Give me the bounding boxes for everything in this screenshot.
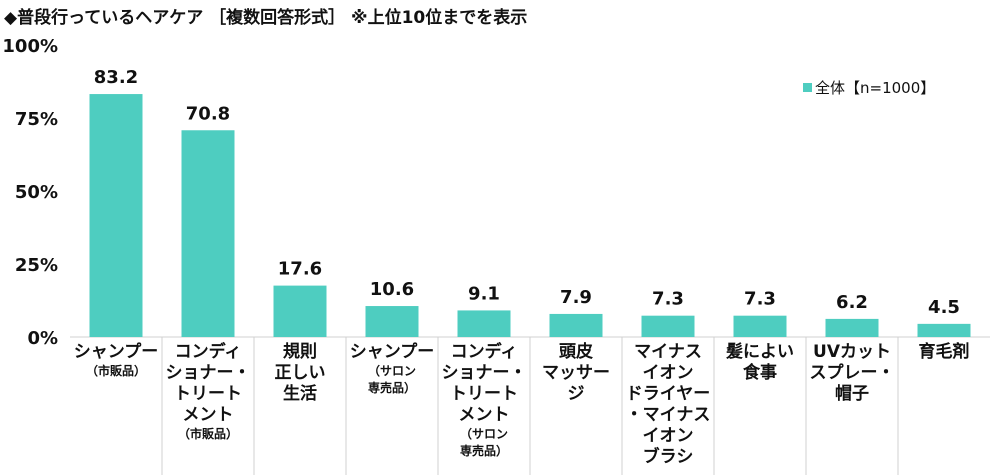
x-tick-line: （サロン: [367, 364, 416, 378]
x-tick-line: 髪によい: [726, 342, 794, 362]
bar: [181, 130, 235, 337]
legend-swatch: [803, 83, 812, 92]
x-tick-line: イオン: [642, 426, 694, 446]
y-tick-label: 25%: [15, 255, 58, 276]
x-tick-line: 規則: [283, 342, 317, 362]
x-tick-line: ジ: [567, 384, 585, 404]
bar: [273, 285, 327, 337]
x-tick-line: 生活: [283, 384, 317, 404]
y-tick-label: 75%: [15, 109, 58, 130]
x-tick-line: 頭皮: [559, 342, 593, 362]
y-tick-label: 0%: [27, 328, 58, 349]
data-label: 10.6: [370, 279, 414, 300]
x-tick-line: 専売品）: [459, 444, 508, 458]
x-tick-line: ・マイナス: [625, 405, 711, 425]
x-tick-label: シャンプー （市販品）: [70, 342, 162, 380]
x-tick-line: （市販品）: [85, 364, 146, 378]
x-tick-line: 帽子: [835, 384, 869, 404]
x-tick-label: 頭皮 マッサージ: [530, 342, 622, 405]
data-label: 9.1: [468, 283, 500, 304]
x-tick-line: メント: [458, 405, 510, 425]
chart-title: ◆普段行っているヘアケア ［複数回答形式］ ※上位10位までを表示: [4, 8, 528, 28]
data-label: 7.3: [652, 289, 684, 310]
data-label: 7.9: [560, 287, 592, 308]
data-label: 17.6: [278, 259, 322, 280]
x-tick-line: シャンプー: [349, 342, 435, 362]
x-tick-line: メント: [182, 405, 234, 425]
x-tick-line: スプレー・: [809, 363, 895, 383]
data-label: 4.5: [928, 297, 960, 318]
x-tick-line: トリート: [174, 384, 242, 404]
x-tick-label: コンディ ショナー・ トリート メント （サロン専売品）: [438, 342, 530, 460]
x-tick-label: 育毛剤: [898, 342, 990, 363]
bar: [917, 323, 971, 337]
x-tick-label: マイナス イオン ドライヤー ・マイナス イオン ブラシ: [622, 342, 714, 468]
x-tick-label: シャンプー （サロン専売品）: [346, 342, 438, 397]
data-label: 6.2: [836, 292, 868, 313]
bar: [733, 315, 787, 337]
data-label: 7.3: [744, 289, 776, 310]
x-tick-line: 専売品）: [367, 381, 416, 395]
legend-label: 全体【n=1000】: [815, 79, 935, 97]
bar: [549, 313, 603, 337]
bar: [457, 310, 511, 337]
x-tick-line: コンディ: [450, 342, 518, 362]
data-label: 70.8: [186, 103, 230, 124]
x-tick-line: 育毛剤: [918, 342, 970, 362]
x-tick-line: （市販品）: [177, 427, 238, 441]
x-tick-line: トリート: [450, 384, 518, 404]
x-tick-line: 正しい: [274, 363, 326, 383]
bar: [365, 306, 419, 337]
bar: [641, 315, 695, 337]
x-tick-line: ドライヤー: [625, 384, 711, 404]
x-tick-line: ショナー・: [165, 363, 251, 383]
x-tick-label: 髪によい 食事: [714, 342, 806, 384]
x-tick-label: コンディ ショナー・ トリート メント （市販品）: [162, 342, 254, 443]
x-tick-line: 食事: [743, 363, 777, 383]
bar: [89, 94, 143, 337]
x-tick-line: イオン: [642, 363, 694, 383]
y-tick-label: 50%: [15, 182, 58, 203]
x-tick-line: UVカット: [813, 342, 891, 362]
x-tick-line: （サロン: [459, 427, 508, 441]
bar: [825, 318, 879, 337]
x-tick-line: ブラシ: [642, 447, 694, 467]
x-tick-label: 規則 正しい 生活: [254, 342, 346, 405]
x-tick-label: UVカット スプレー・ 帽子: [806, 342, 898, 405]
x-tick-line: マイナス: [634, 342, 702, 362]
data-label: 83.2: [94, 67, 138, 88]
x-tick-line: コンディ: [174, 342, 242, 362]
x-tick-line: マッサー: [542, 363, 610, 383]
y-tick-label: 100%: [2, 36, 58, 57]
x-tick-line: ショナー・: [441, 363, 527, 383]
x-tick-line: シャンプー: [73, 342, 159, 362]
